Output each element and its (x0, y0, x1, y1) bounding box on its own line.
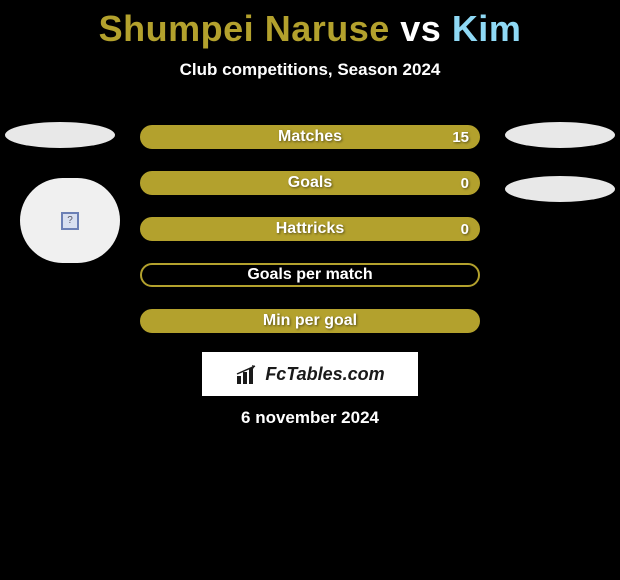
stat-bar-goals: Goals 0 (140, 171, 480, 195)
page-title: Shumpei Naruse vs Kim (0, 0, 620, 50)
missing-image-icon: ? (61, 212, 79, 230)
stat-value: 0 (461, 175, 469, 192)
stats-bars: Matches 15 Goals 0 Hattricks 0 Goals per… (140, 125, 480, 355)
vs-text: vs (390, 8, 452, 49)
player1-name: Shumpei Naruse (99, 8, 390, 49)
date-text: 6 november 2024 (0, 408, 620, 428)
subtitle: Club competitions, Season 2024 (0, 60, 620, 80)
stat-label: Goals (288, 174, 332, 192)
stat-bar-goals-per-match: Goals per match (140, 263, 480, 287)
stat-label: Hattricks (276, 220, 344, 238)
stat-label: Min per goal (263, 312, 357, 330)
stat-value: 0 (461, 221, 469, 238)
placeholder-ellipse-right-mid (505, 176, 615, 202)
logo-text: FcTables.com (265, 364, 384, 385)
placeholder-ellipse-right-top (505, 122, 615, 148)
stat-label: Goals per match (247, 266, 372, 284)
fctables-logo: FcTables.com (202, 352, 418, 396)
stat-bar-hattricks: Hattricks 0 (140, 217, 480, 241)
player2-name: Kim (452, 8, 522, 49)
placeholder-ellipse-left-top (5, 122, 115, 148)
player-avatar-placeholder: ? (20, 178, 120, 263)
stat-value: 15 (452, 129, 469, 146)
stat-bar-min-per-goal: Min per goal (140, 309, 480, 333)
bars-icon (235, 364, 259, 384)
stat-label: Matches (278, 128, 342, 146)
stat-bar-matches: Matches 15 (140, 125, 480, 149)
